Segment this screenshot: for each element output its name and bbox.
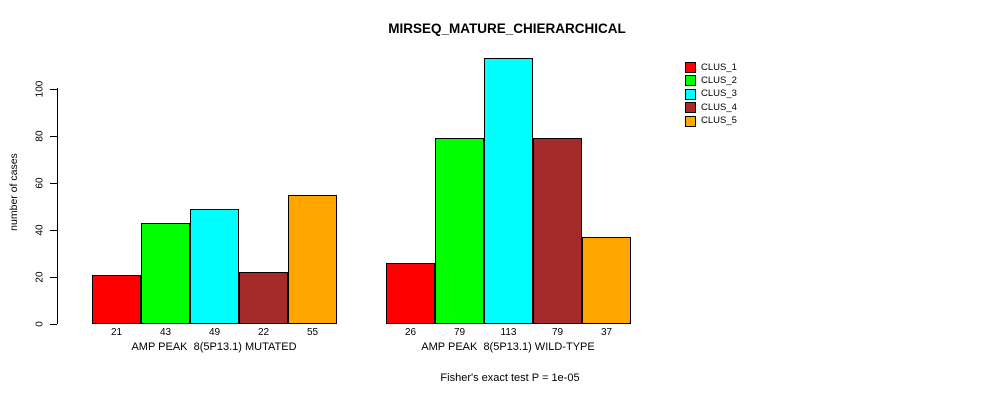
legend-swatch-clus_5 — [685, 115, 696, 127]
legend-label: CLUS_3 — [701, 88, 737, 100]
legend-swatch-clus_1 — [685, 62, 696, 73]
bar-clus_2 — [435, 138, 484, 324]
legend-label: CLUS_1 — [701, 61, 737, 73]
legend-label: CLUS_4 — [701, 101, 737, 113]
bar-value-label: 21 — [110, 327, 123, 338]
bar-value-label: 37 — [600, 327, 613, 338]
y-tick-mark — [50, 182, 57, 184]
legend-label: CLUS_2 — [701, 74, 737, 86]
y-tick-mark — [50, 135, 57, 137]
group-label-wildtype: AMP PEAK 8(5P13.1) WILD-TYPE — [421, 341, 595, 353]
y-tick-mark — [50, 88, 57, 90]
bar-value-label: 79 — [453, 327, 466, 338]
legend-swatch-clus_2 — [685, 75, 696, 87]
legend-swatch-clus_4 — [685, 102, 696, 114]
bar-clus_1 — [386, 263, 435, 324]
y-tick-label: 40 — [34, 224, 46, 236]
bar-value-label: 55 — [306, 327, 319, 338]
y-axis-line — [57, 88, 58, 324]
bar-value-label: 26 — [404, 327, 417, 338]
fisher-test-caption: Fisher's exact test P = 1e-05 — [440, 372, 580, 384]
bar-clus_4 — [533, 138, 582, 324]
bar-value-label: 22 — [257, 327, 270, 338]
bar-clus_2 — [141, 223, 190, 324]
bar-value-label: 43 — [159, 327, 172, 338]
legend-swatch-clus_3 — [685, 88, 696, 100]
y-tick-mark — [50, 276, 57, 278]
y-tick-label: 0 — [34, 321, 46, 327]
y-tick-label: 20 — [34, 271, 46, 283]
group-label-mutated: AMP PEAK 8(5P13.1) MUTATED — [131, 341, 297, 353]
bar-clus_1 — [92, 275, 141, 324]
bar-value-label: 79 — [551, 327, 564, 338]
y-tick-label: 100 — [34, 80, 46, 98]
y-axis-title: number of cases — [8, 153, 20, 231]
y-tick-label: 60 — [34, 177, 46, 189]
y-tick-mark — [50, 323, 57, 325]
bar-clus_3 — [190, 209, 239, 324]
bar-clus_5 — [582, 237, 631, 324]
chart-title: MIRSEQ_MATURE_CHIERARCHICAL — [388, 21, 626, 36]
bar-clus_5 — [288, 195, 337, 324]
bar-clus_3 — [484, 58, 533, 324]
bar-value-label: 49 — [208, 327, 221, 338]
bar-value-label: 113 — [500, 327, 517, 338]
bar-clus_4 — [239, 272, 288, 324]
legend-label: CLUS_5 — [701, 115, 737, 127]
y-tick-label: 80 — [34, 130, 46, 142]
y-tick-mark — [50, 229, 57, 231]
